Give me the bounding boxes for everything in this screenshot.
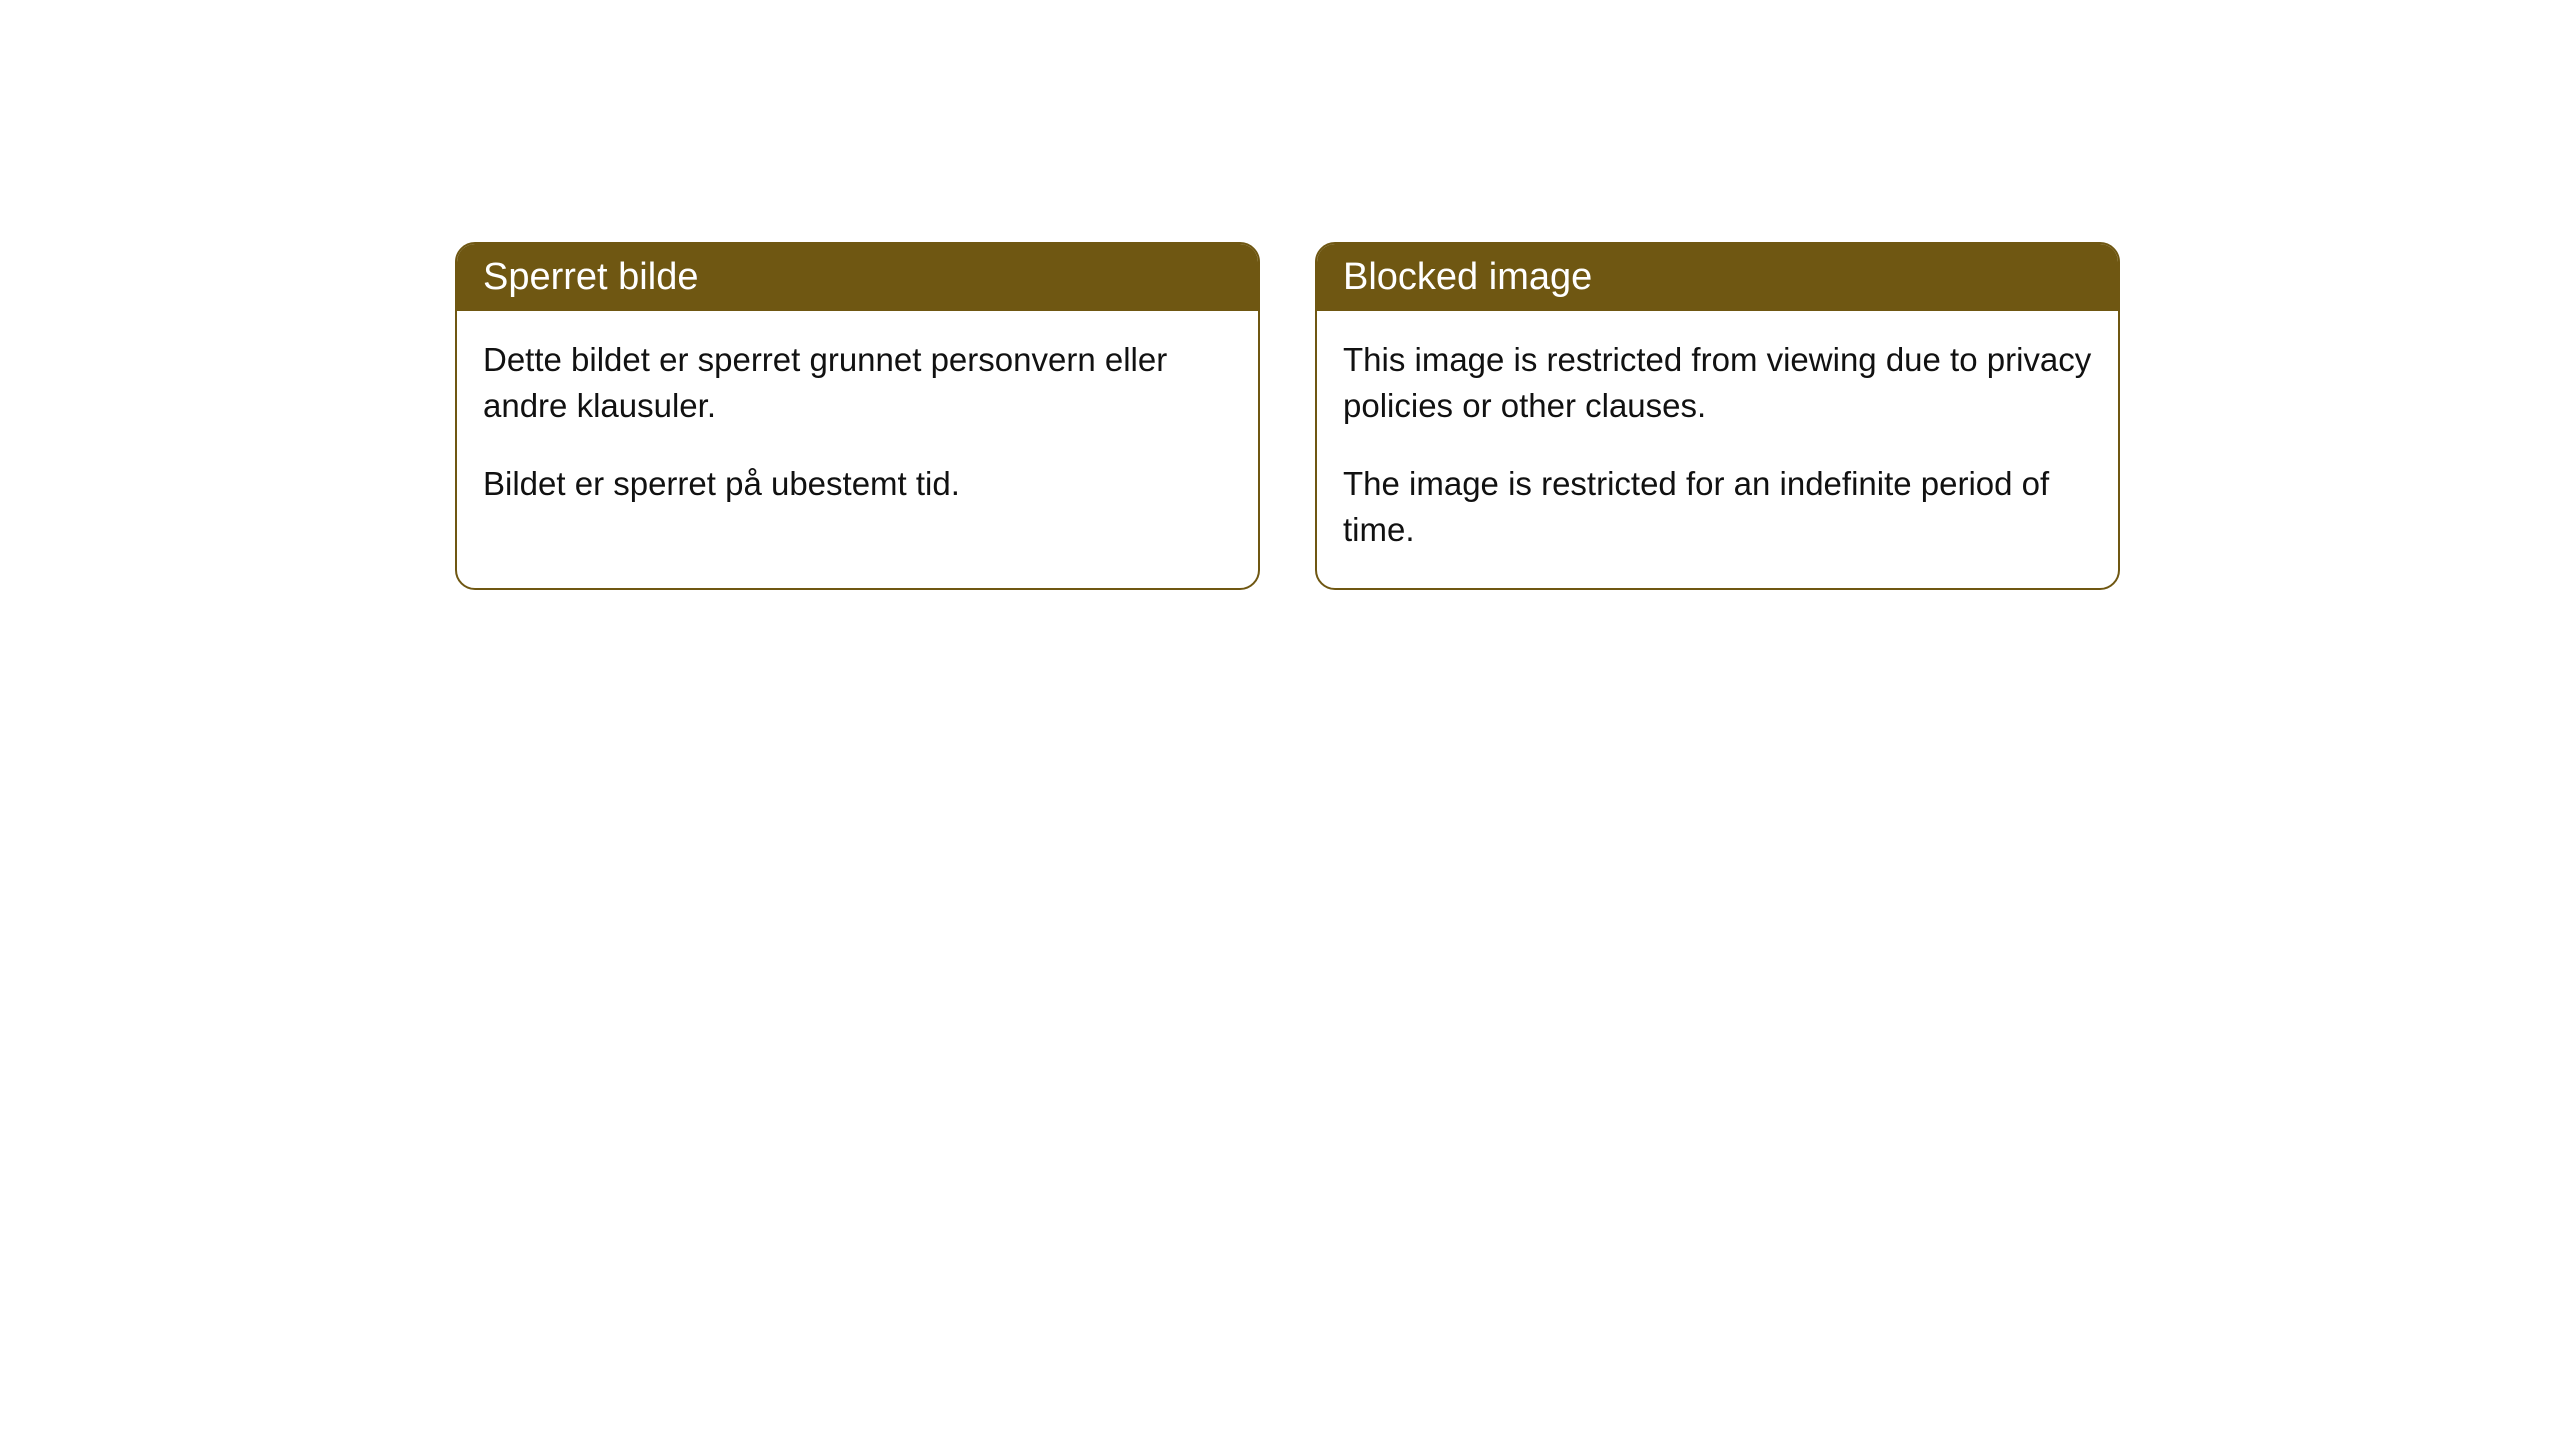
notice-cards-container: Sperret bilde Dette bildet er sperret gr… — [455, 242, 2560, 590]
card-paragraph: The image is restricted for an indefinit… — [1343, 461, 2092, 552]
card-body-norwegian: Dette bildet er sperret grunnet personve… — [457, 311, 1258, 543]
blocked-image-card-norwegian: Sperret bilde Dette bildet er sperret gr… — [455, 242, 1260, 590]
card-header-norwegian: Sperret bilde — [457, 244, 1258, 311]
card-title: Sperret bilde — [483, 256, 698, 298]
card-title: Blocked image — [1343, 256, 1592, 298]
card-body-english: This image is restricted from viewing du… — [1317, 311, 2118, 588]
blocked-image-card-english: Blocked image This image is restricted f… — [1315, 242, 2120, 590]
card-header-english: Blocked image — [1317, 244, 2118, 311]
card-paragraph: Bildet er sperret på ubestemt tid. — [483, 461, 1232, 507]
card-paragraph: Dette bildet er sperret grunnet personve… — [483, 337, 1232, 428]
card-paragraph: This image is restricted from viewing du… — [1343, 337, 2092, 428]
